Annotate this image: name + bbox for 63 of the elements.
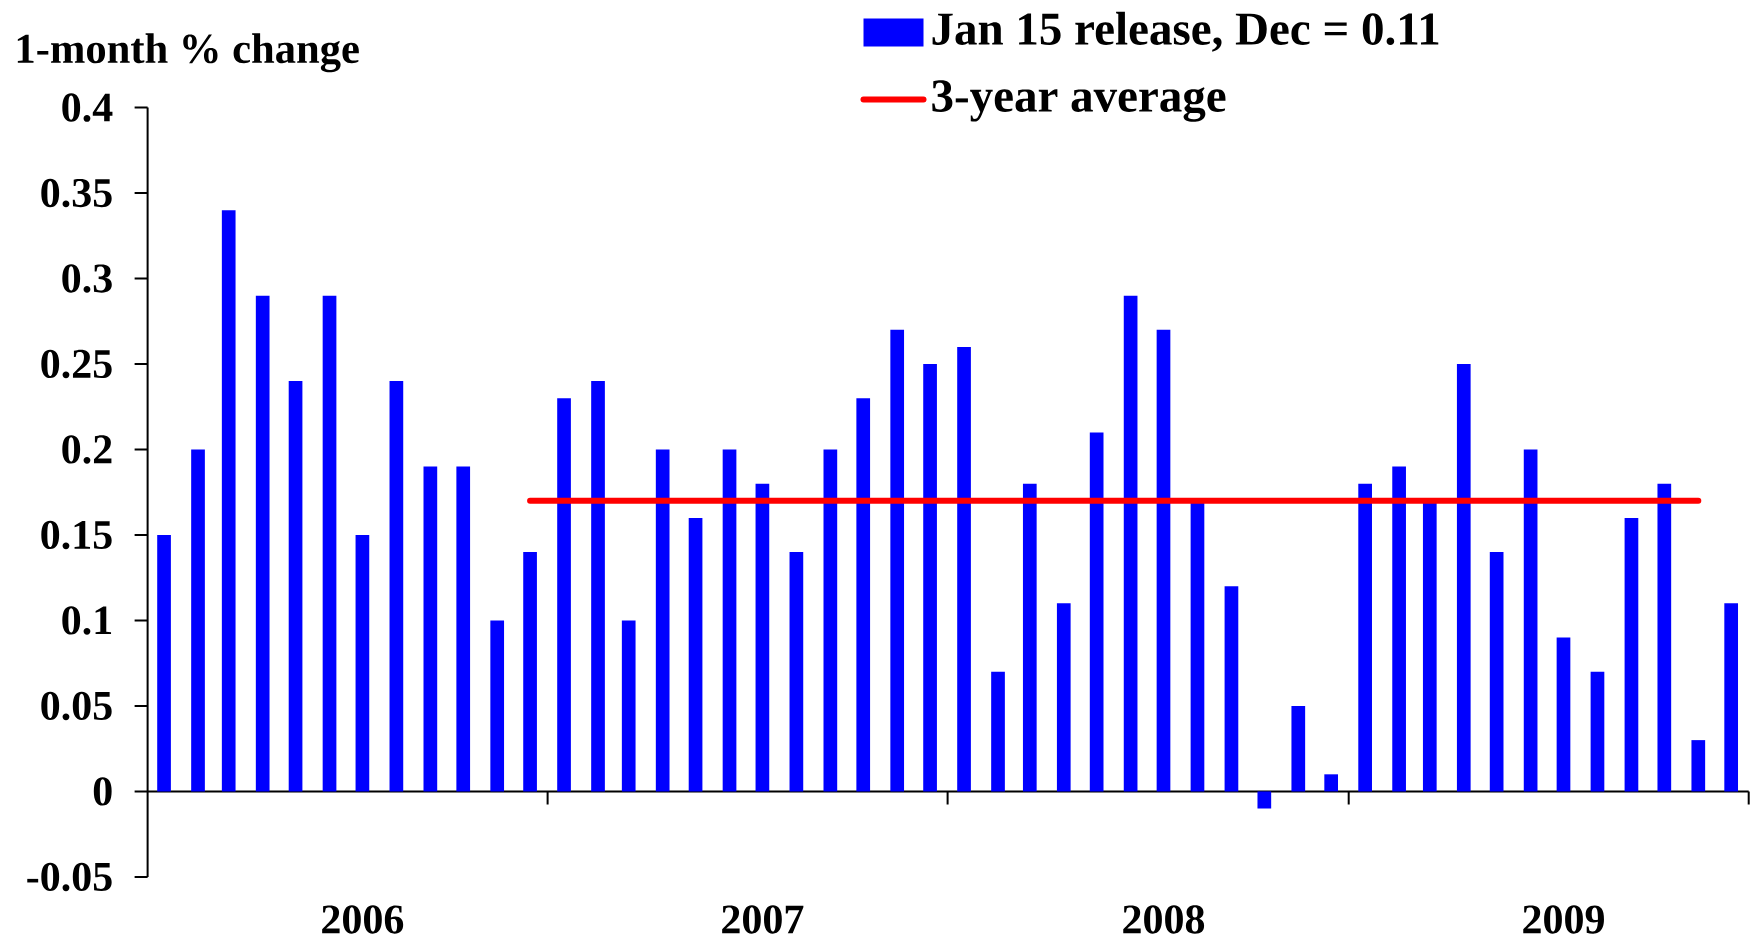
legend-label: Jan 15 release, Dec = 0.11 — [932, 11, 1439, 52]
bar — [389, 381, 404, 792]
bar — [1224, 586, 1239, 792]
y-tick-label: 0.35 — [41, 178, 112, 208]
bar — [288, 381, 303, 792]
bar — [1291, 705, 1306, 792]
bar — [221, 210, 236, 792]
bar — [1624, 517, 1639, 792]
bar — [755, 483, 770, 792]
bar — [1022, 483, 1037, 792]
bar — [1724, 603, 1739, 792]
bar — [890, 329, 905, 792]
bar — [1056, 603, 1071, 792]
x-tick-label: 2007 — [722, 905, 804, 934]
y-tick-label: 0.25 — [41, 349, 112, 379]
bar — [1358, 483, 1372, 792]
bar — [490, 620, 505, 792]
bar — [1456, 364, 1471, 792]
x-tick-label: 2006 — [322, 905, 404, 934]
bar — [1089, 432, 1104, 792]
bar — [423, 466, 438, 792]
bar — [655, 449, 670, 792]
bar — [1392, 466, 1406, 792]
bar — [1556, 637, 1571, 792]
y-tick-label: 0.3 — [62, 264, 112, 293]
bar — [957, 346, 971, 792]
bar — [823, 449, 838, 792]
bar — [1657, 483, 1672, 792]
y-tick-label: 0.15 — [41, 520, 112, 550]
bar — [591, 381, 605, 792]
legend-label: 3-year average — [932, 80, 1226, 122]
bar — [1324, 774, 1339, 792]
x-tick-label: 2008 — [1123, 905, 1205, 934]
bar — [191, 449, 205, 792]
y-tick-label: 0.4 — [62, 93, 113, 122]
bar — [1123, 295, 1138, 792]
y-tick-label: 0.05 — [41, 691, 112, 721]
bar — [722, 449, 737, 792]
bar — [1489, 552, 1504, 792]
y-axis-title: 1-month % change — [17, 33, 359, 73]
bar — [355, 534, 370, 792]
bar — [255, 295, 270, 792]
bar — [1523, 449, 1538, 792]
y-tick-label: -0.05 — [27, 862, 112, 892]
y-tick-label: 0.2 — [62, 435, 112, 464]
bar — [991, 671, 1005, 792]
bar — [1257, 791, 1272, 809]
bar — [1691, 740, 1706, 792]
bar — [856, 398, 871, 792]
y-tick-label: 0 — [93, 777, 112, 806]
bar — [523, 552, 537, 792]
bar — [557, 398, 571, 792]
bar — [322, 295, 337, 792]
bar — [456, 466, 471, 792]
bar — [789, 552, 804, 792]
bar — [157, 534, 171, 792]
bar — [1590, 671, 1605, 792]
bar — [621, 620, 636, 792]
y-tick-label: 0.1 — [62, 606, 112, 635]
bar — [923, 364, 937, 792]
bar — [688, 517, 703, 792]
bar — [1156, 329, 1171, 792]
x-tick-label: 2009 — [1523, 905, 1604, 934]
